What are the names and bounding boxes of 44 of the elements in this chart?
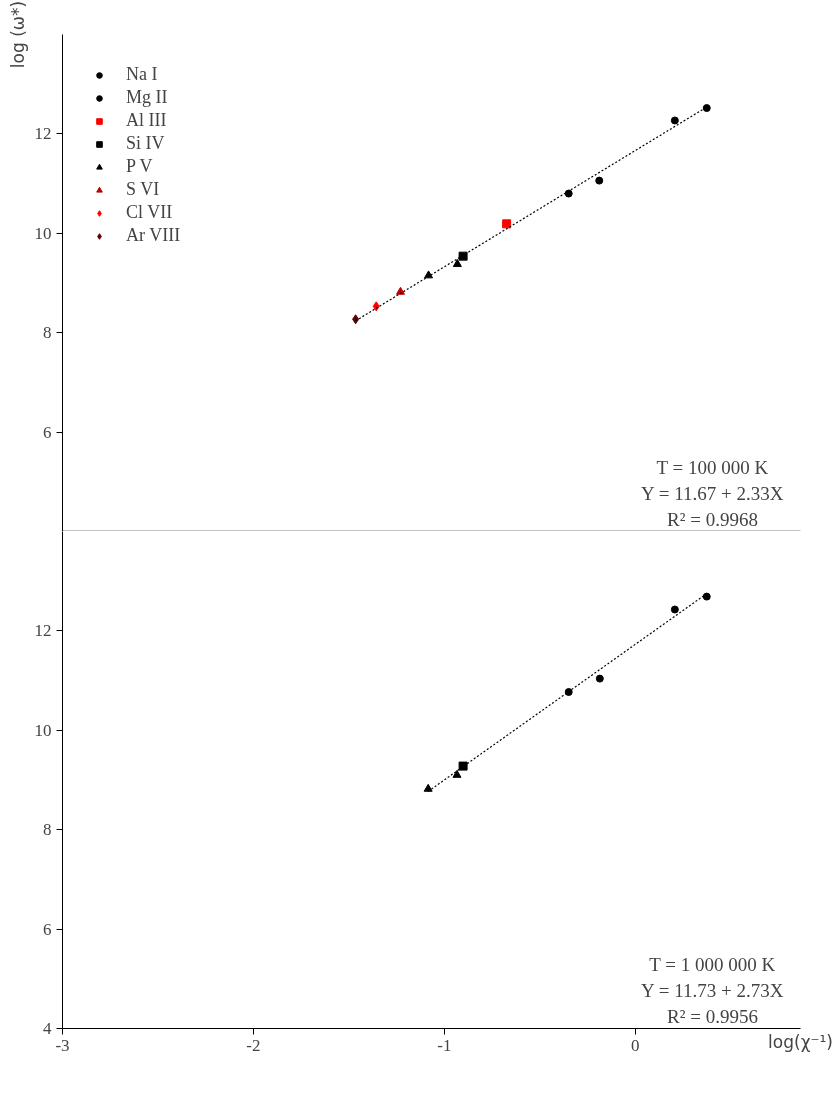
point — [424, 270, 434, 279]
legend-label: Ar VIII — [126, 225, 181, 246]
legend-label: S VI — [126, 179, 160, 200]
point — [595, 674, 604, 683]
point — [458, 251, 468, 261]
x-tick-label: -1 — [437, 1035, 452, 1055]
annotation: T = 100 000 K — [656, 456, 769, 478]
legend-label: Al III — [126, 110, 167, 131]
point — [502, 219, 512, 229]
point — [564, 688, 573, 697]
y-tick-label: 6 — [43, 919, 52, 939]
point — [564, 189, 573, 198]
legend-label: P V — [126, 156, 153, 177]
x-tick-label: -3 — [55, 1035, 70, 1055]
y-tick-label: 12 — [34, 124, 52, 144]
point — [670, 116, 679, 125]
y-tick-label: 4 — [43, 1019, 52, 1038]
point — [702, 104, 711, 113]
y-axis-title: log (ω*) — [7, 0, 28, 69]
legend-label: Cl VII — [126, 202, 173, 223]
y-tick-label: 8 — [43, 820, 52, 840]
point — [452, 769, 462, 778]
annotation: R² = 0.9968 — [667, 508, 758, 530]
point — [670, 605, 679, 614]
point — [595, 176, 604, 185]
x-tick-label: 0 — [631, 1035, 640, 1055]
legend-label: Si IV — [126, 133, 165, 154]
legend-label: Na I — [126, 64, 158, 85]
y-tick-label: 6 — [43, 422, 52, 442]
annotation: R² = 0.9956 — [667, 1005, 758, 1027]
annotation: T = 1 000 000 K — [649, 953, 776, 975]
point — [458, 761, 468, 771]
y-tick-label: 12 — [34, 621, 52, 641]
point — [702, 592, 711, 601]
annotation: Y = 11.73 + 2.73X — [640, 979, 784, 1001]
annotation: Y = 11.67 + 2.33X — [640, 482, 784, 504]
y-tick-label: 8 — [43, 323, 52, 343]
x-axis-title: log(χ⁻¹) — [768, 1031, 833, 1052]
point — [452, 259, 462, 267]
point — [423, 783, 433, 792]
legend-label: Mg II — [126, 87, 168, 108]
y-tick-label: 10 — [34, 223, 52, 243]
y-tick-label: 10 — [34, 720, 52, 740]
x-tick-label: -2 — [246, 1035, 261, 1055]
